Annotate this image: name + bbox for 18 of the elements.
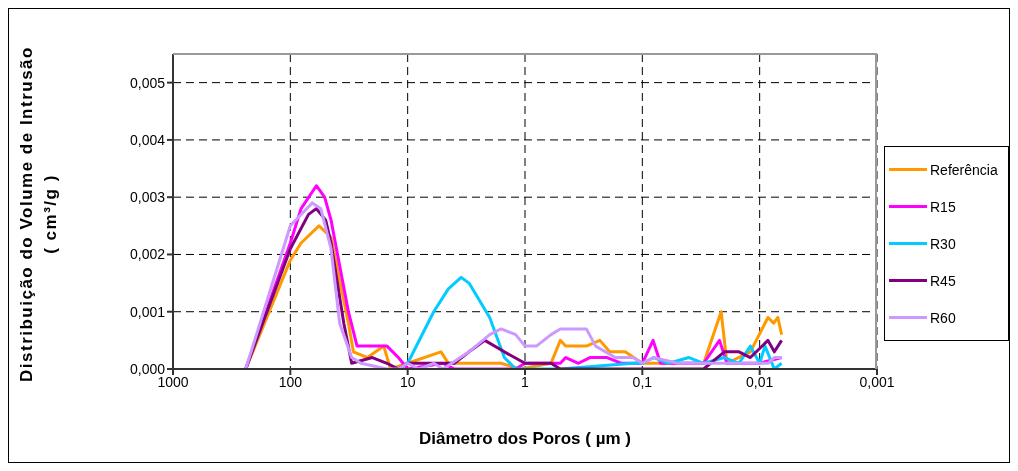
x-tick-label: 10 — [399, 373, 416, 390]
x-axis-title: Diâmetro dos Poros ( µm ) — [418, 429, 632, 449]
legend-label: R30 — [930, 235, 956, 252]
y-tick-label: 0,003 — [129, 189, 166, 206]
legend-label: R60 — [930, 309, 956, 326]
y-tick-label: 0,001 — [129, 303, 166, 320]
y-tick-label: 0,004 — [129, 131, 166, 148]
legend-label: Referência — [930, 161, 998, 178]
x-tick-label: 1 — [521, 373, 530, 390]
x-tick-label: 0,1 — [632, 373, 653, 390]
legend-label: R15 — [930, 198, 956, 215]
y-tick-label: 0,002 — [129, 246, 166, 263]
x-tick-label: 0,001 — [859, 373, 895, 390]
legend-label: R45 — [930, 272, 956, 289]
y-axis-title: Distribuição do Volume de Intrusão ( cm³/g ) — [16, 45, 61, 384]
x-tick-label: 100 — [278, 373, 303, 390]
x-tick-label: 0,01 — [746, 373, 774, 390]
y-tick-label: 0,005 — [129, 74, 166, 91]
